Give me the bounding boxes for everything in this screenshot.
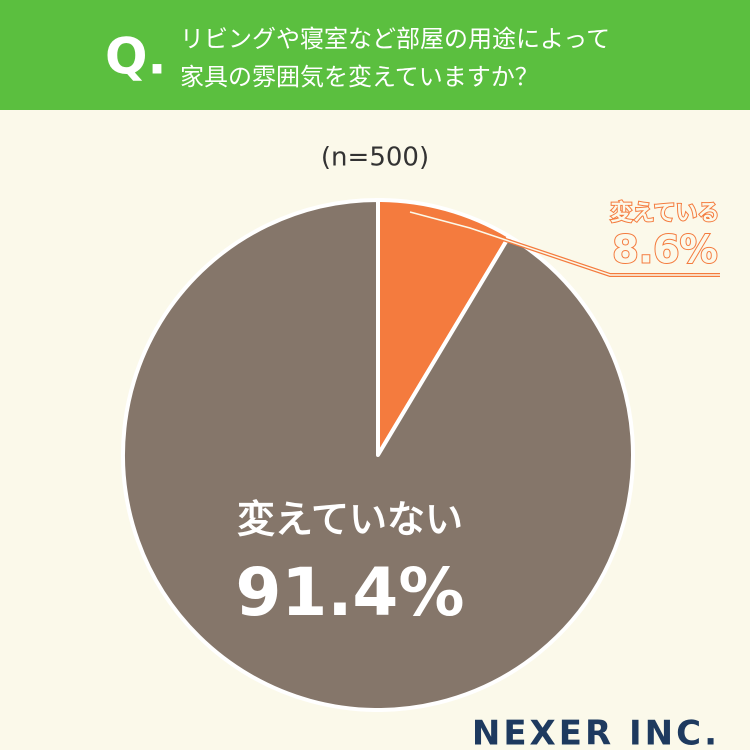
pie-slice xyxy=(376,198,512,457)
question-marker: Q. xyxy=(105,28,167,86)
pie xyxy=(121,198,635,712)
category-label: 変えている xyxy=(611,200,720,226)
header xyxy=(0,0,750,110)
value-label: 91.4% xyxy=(236,554,465,631)
title-line: 家具の雰囲気を変えていますか？ xyxy=(180,63,539,91)
value-label: 8.6% xyxy=(612,228,717,272)
leader-line xyxy=(409,211,720,276)
category-label: 変えていない xyxy=(237,498,463,542)
pie-slice xyxy=(121,198,635,712)
subtitle: (n=500) xyxy=(321,143,429,173)
brand: NEXER INC. xyxy=(472,714,720,750)
title-line: リビングや寝室など部屋の用途によって xyxy=(180,25,610,53)
